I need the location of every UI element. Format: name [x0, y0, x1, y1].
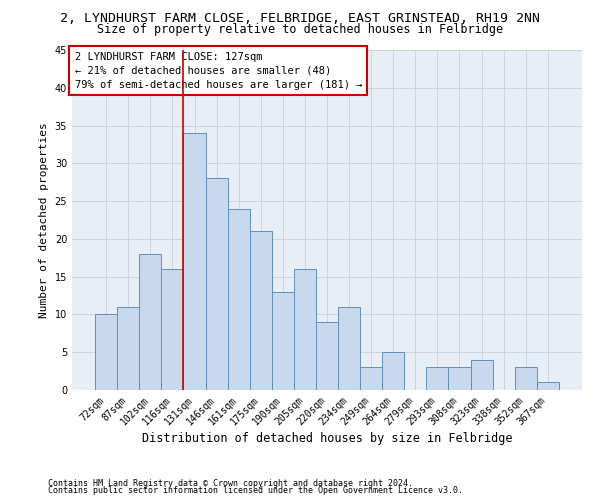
- Bar: [515, 368, 537, 390]
- Bar: [338, 307, 360, 390]
- Text: Contains public sector information licensed under the Open Government Licence v3: Contains public sector information licen…: [48, 486, 463, 495]
- Bar: [117, 307, 139, 390]
- Bar: [272, 292, 294, 390]
- Bar: [427, 368, 448, 390]
- Bar: [206, 178, 227, 390]
- Bar: [360, 368, 382, 390]
- Text: Size of property relative to detached houses in Felbridge: Size of property relative to detached ho…: [97, 22, 503, 36]
- Bar: [95, 314, 117, 390]
- X-axis label: Distribution of detached houses by size in Felbridge: Distribution of detached houses by size …: [142, 432, 512, 446]
- Bar: [470, 360, 493, 390]
- Bar: [537, 382, 559, 390]
- Text: 2, LYNDHURST FARM CLOSE, FELBRIDGE, EAST GRINSTEAD, RH19 2NN: 2, LYNDHURST FARM CLOSE, FELBRIDGE, EAST…: [60, 12, 540, 26]
- Text: 2 LYNDHURST FARM CLOSE: 127sqm
← 21% of detached houses are smaller (48)
79% of : 2 LYNDHURST FARM CLOSE: 127sqm ← 21% of …: [74, 52, 362, 90]
- Y-axis label: Number of detached properties: Number of detached properties: [39, 122, 49, 318]
- Bar: [316, 322, 338, 390]
- Bar: [139, 254, 161, 390]
- Bar: [184, 133, 206, 390]
- Bar: [161, 269, 184, 390]
- Bar: [227, 208, 250, 390]
- Text: Contains HM Land Registry data © Crown copyright and database right 2024.: Contains HM Land Registry data © Crown c…: [48, 478, 413, 488]
- Bar: [448, 368, 470, 390]
- Bar: [250, 232, 272, 390]
- Bar: [382, 352, 404, 390]
- Bar: [294, 269, 316, 390]
